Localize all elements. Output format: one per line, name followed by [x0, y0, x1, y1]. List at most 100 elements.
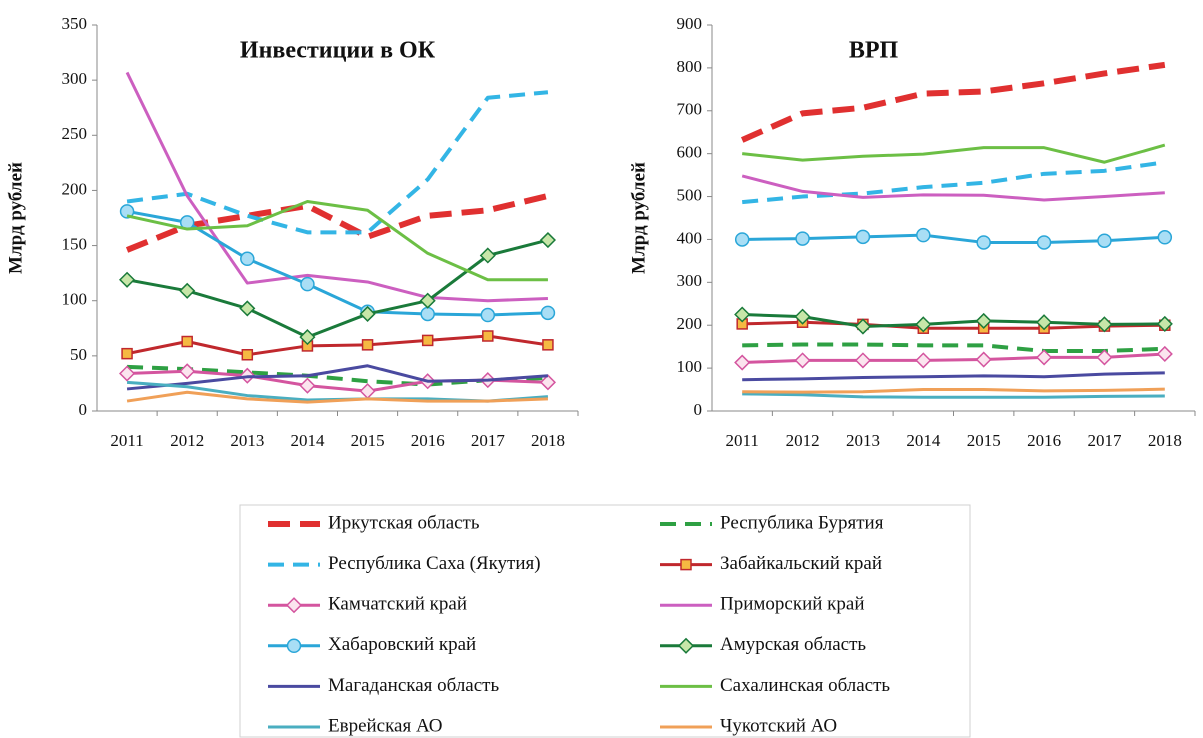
marker	[915, 316, 932, 333]
series-line	[742, 313, 1165, 329]
marker	[119, 365, 136, 382]
x-tick-label: 2012	[170, 431, 204, 450]
legend-label: Республика Бурятия	[720, 512, 884, 533]
marker	[1035, 349, 1053, 366]
x-tick-label: 2016	[411, 431, 445, 450]
x-tick-label: 2013	[230, 431, 264, 450]
legend-label: Камчатский край	[328, 594, 467, 615]
y-tick-label: 600	[677, 143, 703, 162]
series-line	[742, 342, 1165, 353]
marker	[854, 352, 871, 369]
series-line	[742, 392, 1165, 399]
series-line	[742, 352, 1165, 365]
legend-label: Забайкальский край	[720, 553, 882, 574]
series-line	[742, 320, 1165, 330]
marker	[1156, 345, 1173, 363]
x-tick-label: 2013	[846, 431, 880, 450]
marker	[915, 352, 932, 369]
y-axis-label: Млрд рублей	[5, 162, 26, 274]
y-tick-label: 500	[677, 185, 703, 204]
marker	[540, 305, 556, 321]
x-tick-label: 2011	[726, 431, 759, 450]
marker	[286, 638, 302, 654]
legend-label: Приморский край	[720, 594, 865, 615]
series-line	[741, 174, 1165, 202]
x-tick-label: 2018	[1148, 431, 1182, 450]
y-tick-label: 250	[62, 124, 88, 143]
x-tick-label: 2018	[531, 431, 565, 450]
series-line	[126, 90, 549, 235]
series-line	[126, 334, 549, 357]
marker	[359, 383, 376, 400]
marker	[121, 347, 133, 360]
marker	[734, 306, 751, 323]
marker	[482, 330, 494, 342]
marker	[1096, 349, 1113, 366]
marker	[975, 312, 992, 329]
marker	[119, 271, 136, 288]
x-tick-label: 2012	[786, 431, 820, 450]
legend-label: Сахалинская область	[720, 675, 890, 696]
marker	[1036, 235, 1052, 250]
marker	[240, 251, 255, 267]
legend-label: Республика Саха (Якутия)	[328, 553, 541, 574]
series-line	[742, 387, 1165, 394]
series-line	[126, 238, 549, 339]
marker	[119, 204, 135, 219]
x-tick-label: 2011	[110, 431, 143, 450]
series-line	[125, 71, 548, 303]
legend-label: Чукотский АО	[720, 715, 837, 736]
y-tick-label: 900	[677, 14, 703, 33]
y-tick-label: 200	[62, 179, 88, 198]
marker	[299, 377, 316, 394]
x-tick-label: 2014	[290, 431, 325, 450]
marker	[179, 282, 196, 299]
y-tick-label: 350	[62, 14, 88, 33]
y-tick-label: 300	[677, 271, 703, 290]
marker	[361, 339, 374, 351]
marker	[241, 349, 254, 361]
marker	[1156, 315, 1173, 332]
y-tick-label: 50	[70, 345, 87, 364]
series-line	[742, 371, 1165, 382]
x-tick-label: 2014	[906, 431, 941, 450]
marker	[419, 292, 436, 309]
chart-title: ВРП	[849, 38, 899, 64]
marker	[677, 637, 695, 654]
series-line	[740, 61, 1166, 143]
series-line	[126, 364, 549, 391]
marker	[680, 558, 692, 571]
marker	[916, 227, 931, 243]
marker	[734, 354, 751, 371]
marker	[976, 235, 991, 250]
y-tick-label: 100	[62, 290, 88, 309]
marker	[854, 318, 871, 335]
marker	[734, 232, 750, 247]
y-tick-label: 800	[677, 57, 703, 76]
marker	[421, 334, 434, 347]
series-line	[126, 199, 548, 282]
marker	[795, 231, 810, 246]
y-tick-label: 200	[677, 314, 703, 333]
x-tick-label: 2015	[967, 431, 1001, 450]
marker	[1096, 316, 1113, 333]
marker	[299, 329, 316, 346]
marker	[1035, 314, 1053, 331]
x-tick-label: 2016	[1027, 431, 1061, 450]
marker	[542, 339, 554, 351]
y-tick-label: 100	[677, 357, 703, 376]
marker	[359, 305, 376, 323]
legend-label: Еврейская АО	[328, 715, 442, 736]
y-tick-label: 300	[62, 69, 88, 88]
marker	[420, 306, 435, 322]
series-line	[742, 143, 1166, 164]
marker	[239, 300, 256, 317]
marker	[975, 351, 992, 368]
marker	[181, 335, 193, 348]
series-line	[742, 160, 1166, 205]
marker	[179, 363, 196, 380]
y-tick-label: 400	[677, 228, 703, 247]
y-axis-label: Млрд рублей	[628, 162, 649, 274]
marker	[479, 247, 496, 264]
